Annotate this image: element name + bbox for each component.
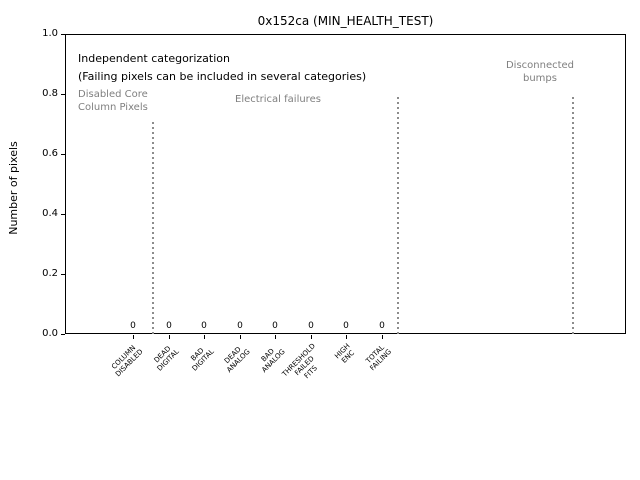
x-tick-label-threshold-failed-fits: THRESHOLD FAILED FITS — [280, 342, 319, 381]
bar-value-label: 0 — [201, 321, 207, 331]
y-tick-mark — [61, 334, 65, 335]
chart-title: 0x152ca (MIN_HEALTH_TEST) — [257, 14, 434, 28]
bar-value-label: 0 — [166, 321, 172, 331]
bar-value-label: 0 — [379, 321, 385, 331]
x-tick-mark — [204, 335, 205, 339]
bar-value-label: 0 — [130, 321, 136, 331]
annotation-note: (Failing pixels can be included in sever… — [78, 70, 367, 83]
y-tick-label: 0.8 — [42, 88, 58, 99]
group-label-disabled-core-column-pixels: Disabled Core Column Pixels — [78, 89, 148, 113]
x-tick-label-bad-digital: BAD DIGITAL — [189, 346, 216, 373]
x-tick-label-column-disabled: COLUMN DISABLED — [109, 343, 145, 379]
plot-area — [65, 34, 626, 334]
y-tick-label: 0.2 — [42, 268, 58, 279]
y-tick-label: 1.0 — [42, 28, 58, 39]
x-tick-label-high-enc: HIGH ENC — [333, 342, 357, 366]
x-tick-mark — [240, 335, 241, 339]
y-tick-mark — [61, 154, 65, 155]
x-tick-label-total-failing: TOTAL FAILING — [364, 343, 394, 373]
x-tick-label-dead-digital: DEAD DIGITAL — [152, 344, 181, 373]
y-tick-label: 0.6 — [42, 148, 58, 159]
y-tick-mark — [61, 34, 65, 35]
y-tick-mark — [61, 274, 65, 275]
y-tick-mark — [61, 214, 65, 215]
y-tick-label: 0.0 — [42, 328, 58, 339]
x-tick-mark — [169, 335, 170, 339]
annotation-independent-categorization: Independent categorization — [78, 52, 230, 65]
bar-value-label: 0 — [272, 321, 278, 331]
group-separator-line-electrical — [397, 97, 399, 334]
bar-value-label: 0 — [237, 321, 243, 331]
x-tick-mark — [133, 335, 134, 339]
x-tick-mark — [346, 335, 347, 339]
bar-value-label: 0 — [308, 321, 314, 331]
y-axis-label: Number of pixels — [7, 141, 20, 235]
x-tick-mark — [311, 335, 312, 339]
group-separator-line-disconnected — [572, 97, 574, 334]
bar-value-label: 0 — [343, 321, 349, 331]
x-tick-mark — [382, 335, 383, 339]
y-tick-mark — [61, 94, 65, 95]
x-tick-mark — [275, 335, 276, 339]
x-tick-label-dead-analog: DEAD ANALOG — [222, 345, 252, 375]
group-label-disconnected-bumps: Disconnected bumps — [505, 60, 575, 84]
group-separator-line-disabled-core — [152, 122, 154, 334]
group-label-electrical-failures: Electrical failures — [235, 94, 321, 105]
y-tick-label: 0.4 — [42, 208, 58, 219]
